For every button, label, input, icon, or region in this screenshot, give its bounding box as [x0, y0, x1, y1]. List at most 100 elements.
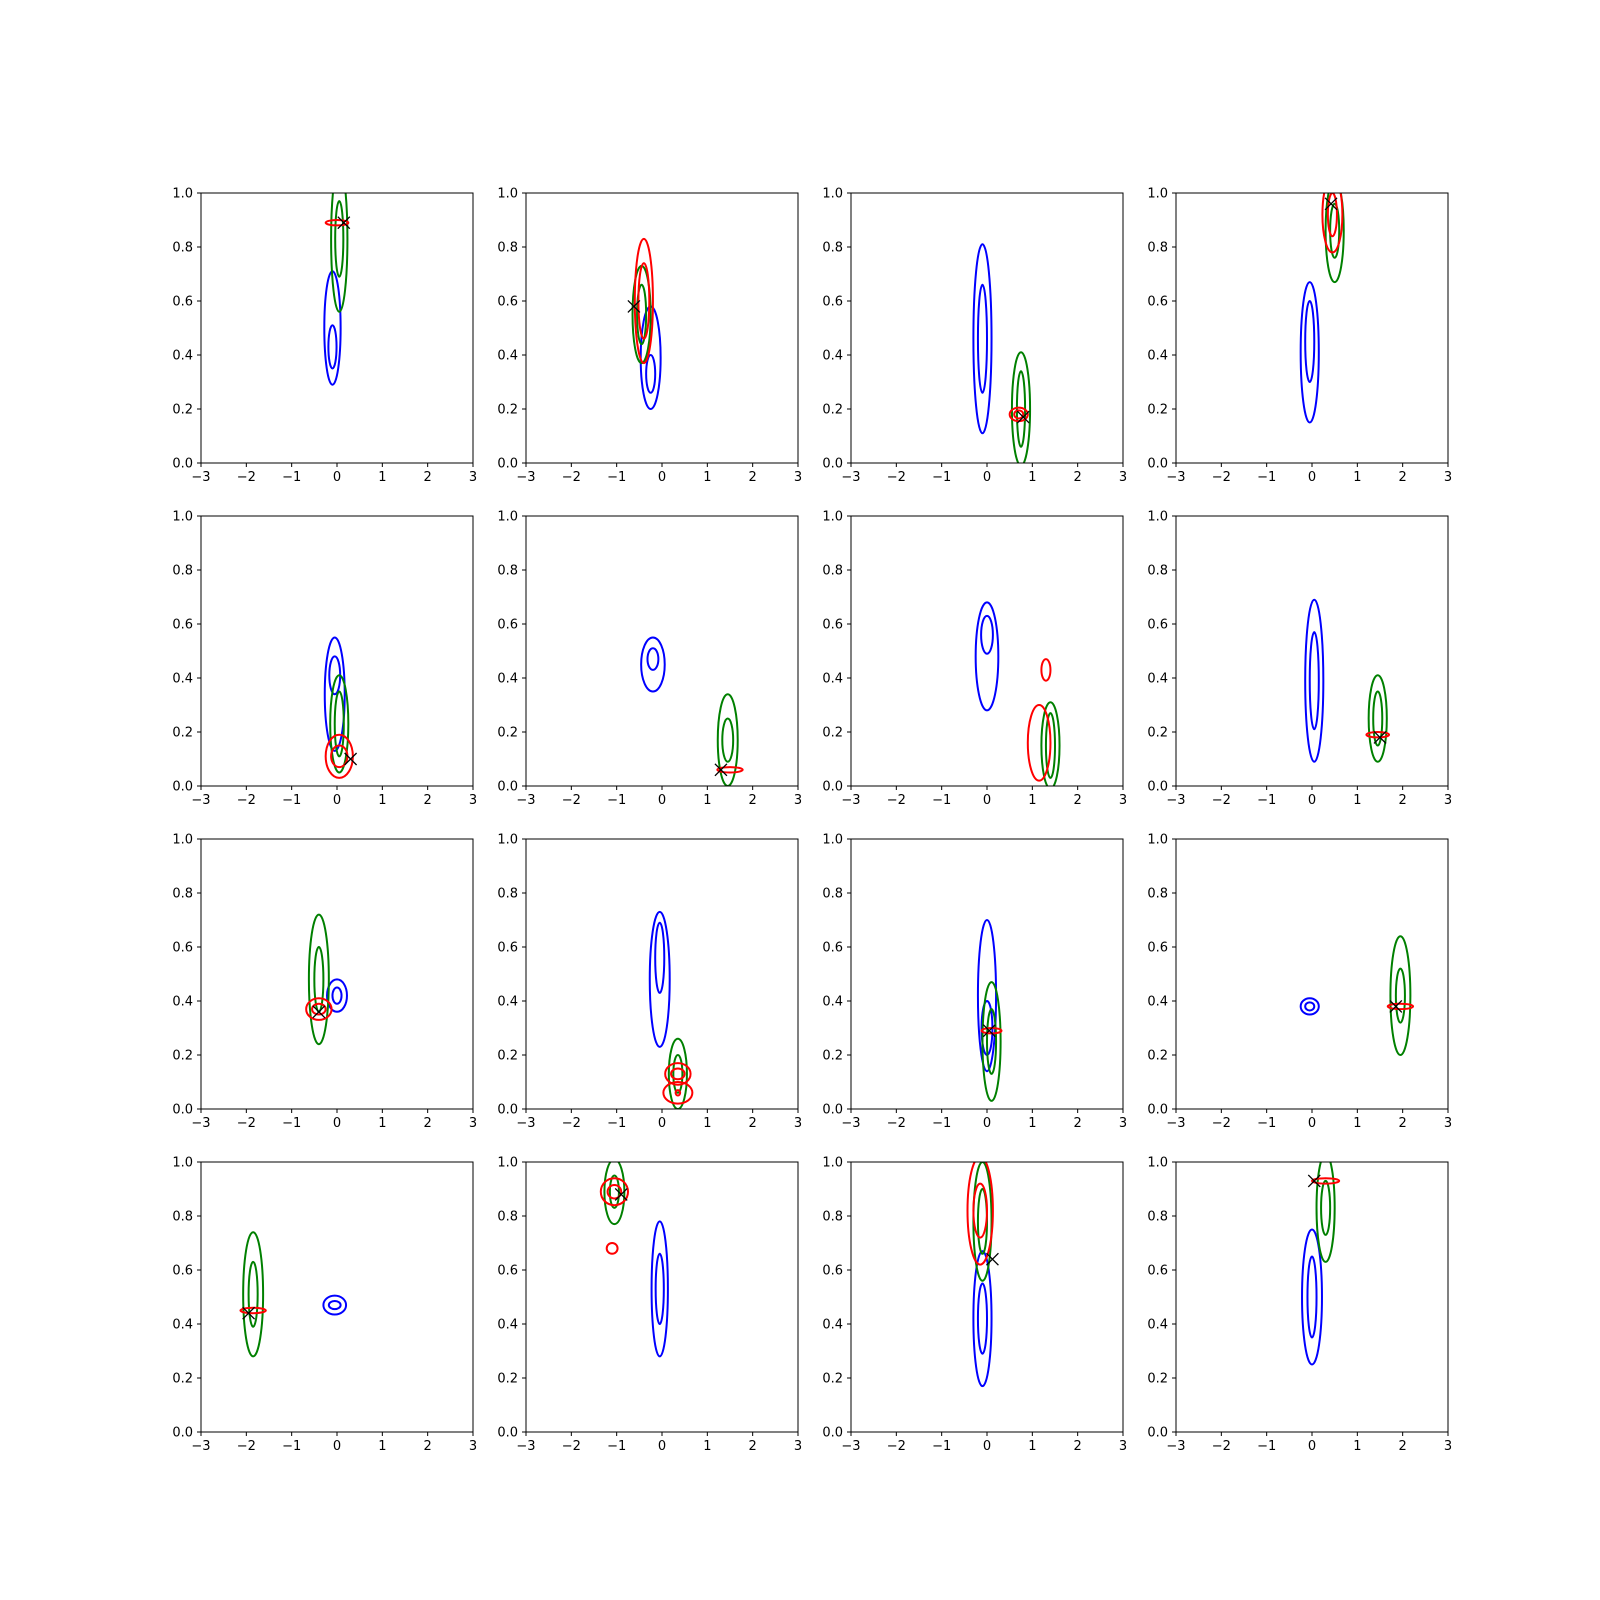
red-contour-level-1 [305, 997, 333, 1021]
green-contour-level-2 [1394, 967, 1406, 1024]
x-tick-label: 1 [378, 1439, 386, 1454]
x-tick-label: 2 [1074, 1439, 1082, 1454]
x-tick-label: 2 [749, 470, 757, 485]
y-tick-label: 0.8 [497, 241, 518, 256]
axes-frame [1175, 192, 1449, 464]
plot-area [1299, 193, 1345, 424]
axes-frame [525, 515, 799, 787]
x-tick-label: 3 [1119, 793, 1127, 808]
blue-contour-level-1 [322, 1294, 348, 1316]
green-contour-level-2 [608, 1174, 620, 1209]
y-tick-label: 0.6 [497, 941, 518, 956]
y-tick-label: 0.6 [497, 618, 518, 633]
y-tick-label: 0.2 [172, 1049, 193, 1064]
red-contour-level-1 [1386, 1002, 1415, 1011]
x-tick-label: −2 [887, 470, 906, 485]
plot-area [627, 237, 662, 411]
blue-contour-level-1 [1299, 997, 1320, 1016]
axes-frame [525, 1161, 799, 1433]
green-contour-level-2 [986, 1008, 998, 1075]
x-tick-label: −1 [932, 1116, 951, 1131]
y-tick-label: 1.0 [497, 1156, 518, 1171]
y-tick-label: 0.8 [822, 1210, 843, 1225]
x-tick-label: −3 [1166, 1439, 1185, 1454]
x-tick-label: −3 [516, 470, 535, 485]
y-tick-label: 0.0 [1147, 1426, 1168, 1441]
y-tick-label: 0.6 [822, 1264, 843, 1279]
x-marker [1324, 197, 1338, 211]
red-contour-level-1 [716, 766, 744, 774]
y-tick-label: 0.0 [172, 457, 193, 472]
x-tick-label: −3 [841, 470, 860, 485]
x-tick-label: −3 [516, 1116, 535, 1131]
green-contour-level-2 [1320, 1179, 1332, 1236]
x-tick-label: −2 [562, 1116, 581, 1131]
x-tick-label: 2 [1399, 1439, 1407, 1454]
x-tick-label: 3 [1444, 1439, 1452, 1454]
x-tick-label: −1 [1257, 470, 1276, 485]
y-tick-label: 0.0 [1147, 780, 1168, 795]
blue-contour-level-2 [645, 354, 657, 394]
subplot-2: −3 −2 −1 0 1 2 3 0.0 0.2 0.4 0.6 0.8 1.0 [497, 187, 802, 486]
x-tick-label: −2 [1212, 1116, 1231, 1131]
subplot-7: −3 −2 −1 0 1 2 3 0.0 0.2 0.4 0.6 0.8 1.0 [822, 510, 1127, 809]
subplot-15: −3 −2 −1 0 1 2 3 0.0 0.2 0.4 0.6 0.8 1.0 [822, 1156, 1127, 1455]
x-tick-label: 3 [469, 793, 477, 808]
green-contour-level-2 [636, 283, 648, 346]
y-tick-label: 0.6 [497, 295, 518, 310]
blue-contour-level-2 [976, 283, 989, 394]
x-tick-label: 2 [1074, 793, 1082, 808]
x-tick-label: 0 [333, 470, 341, 485]
x-tick-label: −1 [607, 470, 626, 485]
y-tick-label: 0.2 [822, 1049, 843, 1064]
x-tick-label: −1 [282, 1439, 301, 1454]
y-tick-label: 0.6 [1147, 1264, 1168, 1279]
blue-contour-level-1 [976, 919, 998, 1073]
subplot-6: −3 −2 −1 0 1 2 3 0.0 0.2 0.4 0.6 0.8 1.0 [497, 510, 802, 809]
red-contour-level-2 [1013, 409, 1025, 420]
x-tick-label: 1 [1353, 470, 1361, 485]
blue-contour-level-2 [654, 1252, 665, 1326]
red-contour-level-1 [1026, 704, 1052, 782]
x-tick-label: −2 [237, 1116, 256, 1131]
y-tick-label: 1.0 [172, 833, 193, 848]
y-tick-label: 1.0 [172, 1156, 193, 1171]
x-tick-label: 2 [424, 470, 432, 485]
y-tick-label: 0.4 [172, 349, 193, 364]
red-contour-level-1 [662, 1081, 694, 1105]
y-tick-label: 0.6 [172, 941, 193, 956]
red-contour-level-2 [1326, 193, 1338, 238]
x-tick-label: −1 [607, 1439, 626, 1454]
y-tick-label: 0.2 [497, 1372, 518, 1387]
subplot-4: −3 −2 −1 0 1 2 3 0.0 0.2 0.4 0.6 0.8 1.0 [1147, 187, 1452, 486]
blue-contour-level-2 [654, 921, 666, 994]
y-tick-label: 0.2 [172, 1372, 193, 1387]
y-tick-label: 1.0 [822, 187, 843, 202]
subplot-3: −3 −2 −1 0 1 2 3 0.0 0.2 0.4 0.6 0.8 1.0 [822, 187, 1127, 486]
red-contour-level-1 [633, 237, 654, 365]
x-tick-label: 0 [983, 1439, 991, 1454]
y-tick-label: 0.8 [497, 1210, 518, 1225]
blue-contour-level-2 [331, 986, 343, 1005]
blue-contour-level-1 [1299, 281, 1320, 424]
x-marker [1307, 1174, 1321, 1188]
x-tick-label: −3 [841, 793, 860, 808]
x-marker [982, 1024, 996, 1038]
blue-contour-level-2 [327, 324, 338, 370]
y-tick-label: 0.8 [1147, 887, 1168, 902]
x-tick-label: −3 [1166, 470, 1185, 485]
x-tick-label: −2 [562, 470, 581, 485]
y-tick-label: 0.0 [172, 1103, 193, 1118]
x-tick-label: 0 [658, 1116, 666, 1131]
y-tick-label: 0.0 [497, 1103, 518, 1118]
green-contour-level-1 [1040, 701, 1061, 786]
x-tick-label: −2 [237, 793, 256, 808]
y-tick-label: 0.4 [1147, 995, 1168, 1010]
y-tick-label: 1.0 [497, 510, 518, 525]
axes-frame [1175, 515, 1449, 787]
blue-contour-level-1 [650, 1220, 669, 1358]
red-contour-level-2 [972, 1182, 989, 1239]
y-tick-label: 0.6 [172, 1264, 193, 1279]
x-tick-label: 1 [703, 470, 711, 485]
